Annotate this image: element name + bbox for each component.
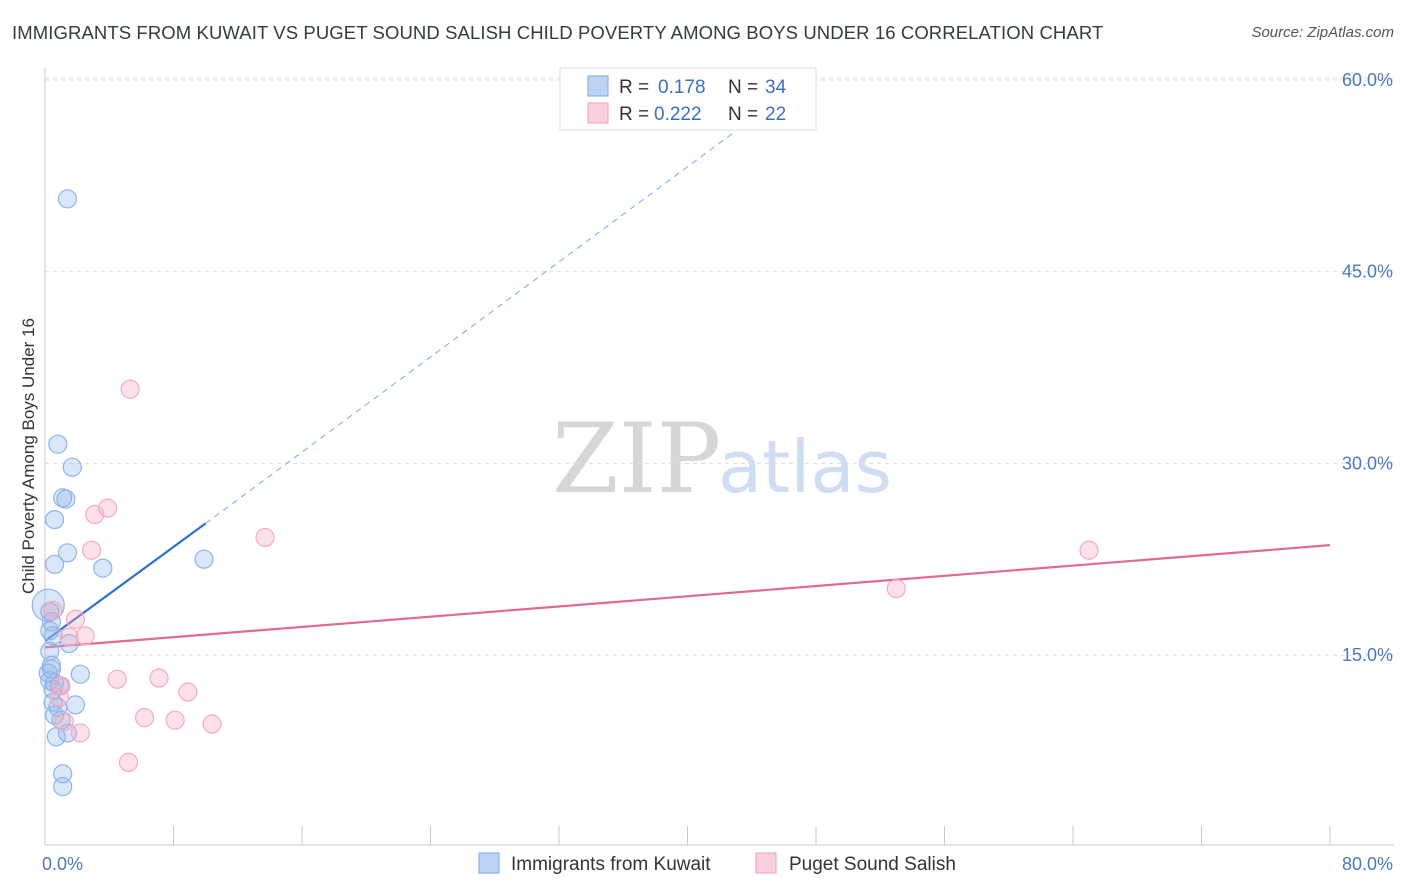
y-tick-label-3: 60.0% xyxy=(1342,70,1393,90)
point-kuwait-0 xyxy=(31,588,65,622)
point-salish-8 xyxy=(75,626,95,646)
point-kuwait-19 xyxy=(62,457,82,477)
point-kuwait-3 xyxy=(43,626,63,646)
watermark-atlas: atlas xyxy=(718,425,892,509)
point-salish-4 xyxy=(255,527,275,548)
x-tick-label-1: 80.0% xyxy=(1342,854,1393,874)
chart-title: IMMIGRANTS FROM KUWAIT VS PUGET SOUND SA… xyxy=(12,22,1104,43)
x-tick-labels: 0.0% 80.0% xyxy=(42,854,1393,874)
legend-swatch-salish xyxy=(587,102,609,124)
point-salish-14 xyxy=(134,708,155,728)
bottom-legend-label-salish: Puget Sound Salish xyxy=(789,854,956,875)
point-kuwait-21 xyxy=(56,489,76,509)
point-kuwait-31 xyxy=(40,621,60,641)
x-tick-label-0: 0.0% xyxy=(42,854,83,874)
trend-lines xyxy=(44,130,1331,649)
point-salish-9 xyxy=(107,669,127,689)
point-salish-0 xyxy=(120,379,140,399)
legend-r-label-kuwait: R = xyxy=(619,77,649,98)
point-kuwait-14 xyxy=(46,727,66,747)
point-salish-21 xyxy=(49,687,70,707)
point-kuwait-24 xyxy=(45,554,65,574)
gridlines xyxy=(45,77,1394,656)
y-tick-label-0: 15.0% xyxy=(1342,645,1393,665)
bottom-legend-label-kuwait: Immigrants from Kuwait xyxy=(511,854,711,875)
legend-r-value-salish: 0.222 xyxy=(654,104,702,125)
point-kuwait-12 xyxy=(45,705,65,725)
point-kuwait-1 xyxy=(40,601,60,622)
legend-n-value-kuwait: 34 xyxy=(765,77,787,98)
point-salish-20 xyxy=(886,578,906,599)
point-salish-15 xyxy=(165,710,185,730)
point-salish-19 xyxy=(1079,540,1099,560)
point-salish-17 xyxy=(70,723,90,743)
point-salish-13 xyxy=(54,711,74,732)
watermark: ZIP atlas xyxy=(552,403,892,515)
point-kuwait-22 xyxy=(45,509,65,530)
point-kuwait-30 xyxy=(194,549,214,569)
point-kuwait-25 xyxy=(93,558,113,578)
y-axis-label: Child Poverty Among Boys Under 16 xyxy=(19,318,38,594)
point-kuwait-27 xyxy=(70,664,90,684)
y-tick-labels: 15.0% 30.0% 45.0% 60.0% xyxy=(1342,70,1393,665)
legend-r-label-salish: R = xyxy=(619,104,649,125)
legend-r-value-kuwait: 0.178 xyxy=(658,77,706,98)
point-salish-2 xyxy=(98,498,118,518)
point-salish-3 xyxy=(81,540,102,560)
legend-n-label-kuwait: N = xyxy=(728,77,758,98)
data-points xyxy=(31,189,1099,797)
point-kuwait-28 xyxy=(65,695,86,715)
point-kuwait-20 xyxy=(53,488,73,508)
point-kuwait-29 xyxy=(57,189,78,209)
bottom-legend-swatch-kuwait xyxy=(478,852,500,874)
point-salish-5 xyxy=(65,609,86,629)
point-kuwait-17 xyxy=(53,777,73,797)
point-kuwait-33 xyxy=(41,659,62,679)
trend-line-kuwait xyxy=(44,522,207,642)
chart-source: Source: ZipAtlas.com xyxy=(1251,24,1394,41)
trend-line-salish xyxy=(44,544,1331,649)
point-kuwait-26 xyxy=(59,633,79,654)
stats-legend: R = 0.178 N = 34 R = 0.222 N = 22 xyxy=(559,67,817,131)
axes xyxy=(44,68,1394,846)
y-tick-label-1: 30.0% xyxy=(1342,453,1393,473)
point-salish-11 xyxy=(178,682,198,702)
legend-n-value-salish: 22 xyxy=(765,104,786,125)
point-salish-18 xyxy=(118,752,139,772)
y-tick-label-2: 45.0% xyxy=(1342,262,1393,282)
point-salish-16 xyxy=(202,714,222,734)
watermark-zip: ZIP xyxy=(552,403,721,515)
point-salish-10 xyxy=(149,668,169,688)
series-legend: Immigrants from Kuwait Puget Sound Salis… xyxy=(478,852,956,875)
legend-n-label-salish: N = xyxy=(728,104,758,125)
point-kuwait-18 xyxy=(48,434,68,454)
point-salish-6 xyxy=(43,600,63,620)
point-kuwait-23 xyxy=(57,543,78,563)
legend-swatch-kuwait xyxy=(587,75,609,97)
bottom-legend-swatch-salish xyxy=(755,852,777,874)
point-salish-7 xyxy=(59,627,79,647)
